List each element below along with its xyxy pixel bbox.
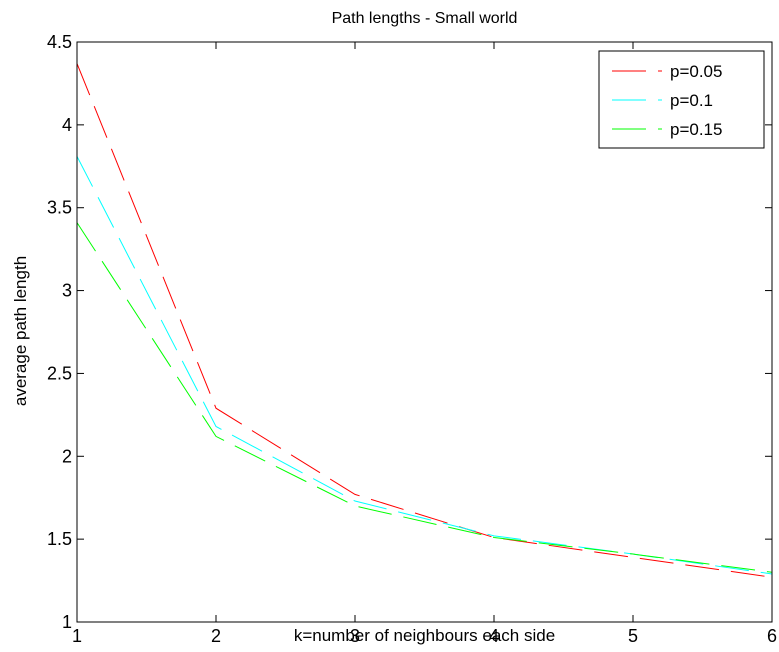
y-tick-label: 3.5: [47, 198, 72, 218]
y-tick-label: 3: [62, 281, 72, 301]
x-tick-label: 2: [211, 626, 221, 646]
axis-ticks: [76, 41, 773, 623]
legend-label: p=0.05: [670, 62, 722, 81]
series-line-p-0-15: [76, 222, 773, 573]
y-tick-label: 2.5: [47, 363, 72, 383]
legend-label: p=0.15: [670, 120, 722, 139]
x-tick-label: 6: [767, 626, 777, 646]
x-tick-label: 5: [628, 626, 638, 646]
y-axis-label: average path length: [11, 256, 30, 406]
plot-frame: [76, 41, 773, 623]
y-tick-label: 4.5: [47, 32, 72, 52]
legend: p=0.05 p=0.1 p=0.15: [598, 50, 765, 149]
x-tick-label: 4: [489, 626, 499, 646]
chart-title: Path lengths - Small world: [332, 10, 518, 27]
y-tick-label: 1: [62, 612, 72, 632]
x-tick-label: 1: [72, 626, 82, 646]
series-line-p-0-05: [76, 63, 773, 578]
series-lines: [76, 63, 773, 578]
y-tick-label: 2: [62, 446, 72, 466]
y-tick-label: 1.5: [47, 529, 72, 549]
legend-label: p=0.1: [670, 91, 713, 110]
x-tick-label: 3: [350, 626, 360, 646]
axis-tick-labels: 1 2 3 4 5 6 1 1.5 2 2.5 3 3.5 4 4.5: [47, 32, 777, 646]
y-tick-label: 4: [62, 115, 72, 135]
x-axis-label: k=number of neighbours each side: [294, 626, 555, 645]
legend-items: p=0.05 p=0.1 p=0.15: [612, 62, 722, 139]
